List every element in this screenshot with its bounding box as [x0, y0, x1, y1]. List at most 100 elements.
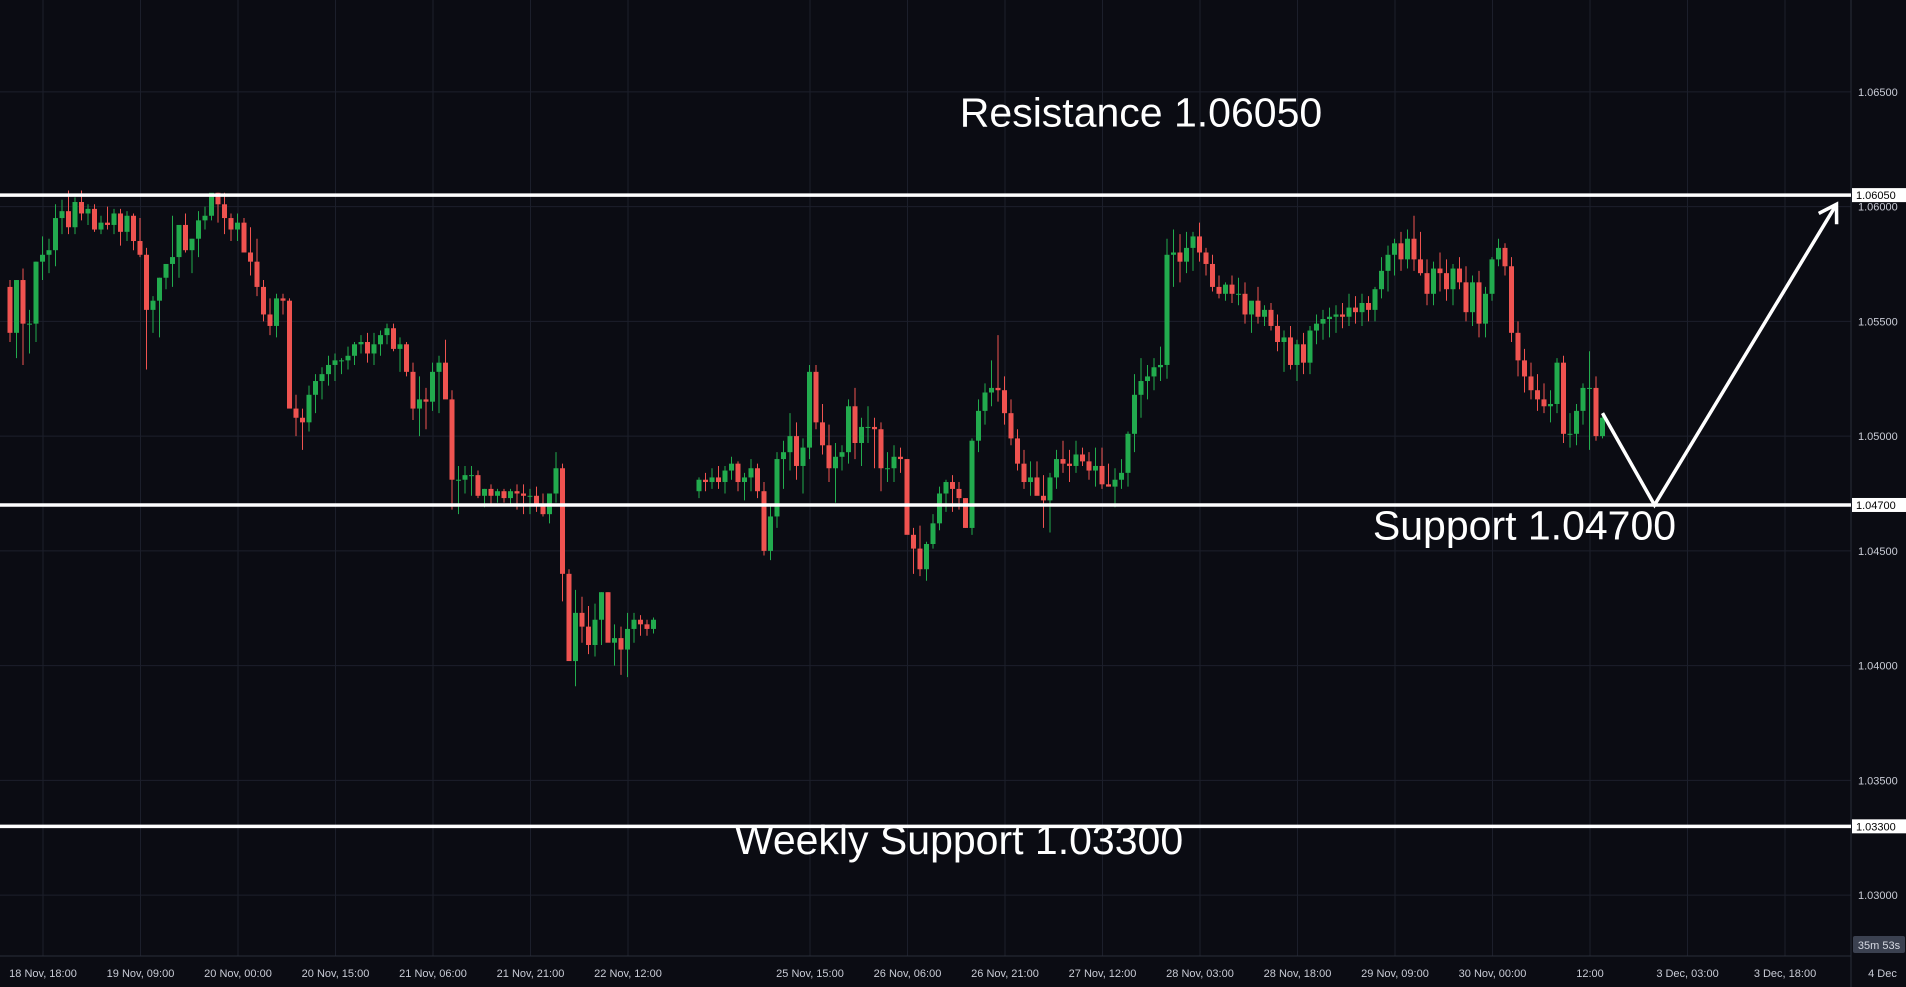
candle-up[interactable]: [865, 426, 871, 428]
candle-up[interactable]: [1125, 433, 1131, 473]
candle-up[interactable]: [326, 364, 331, 375]
candle-down[interactable]: [1041, 495, 1046, 501]
candle-down[interactable]: [1437, 268, 1443, 274]
candle-up[interactable]: [924, 543, 929, 570]
candle-up[interactable]: [1262, 309, 1267, 317]
candle-up[interactable]: [157, 277, 162, 301]
candle-down[interactable]: [1080, 454, 1085, 462]
candle-up[interactable]: [456, 479, 461, 481]
candle-down[interactable]: [443, 362, 448, 400]
candle-down[interactable]: [1229, 284, 1235, 294]
candle-down[interactable]: [183, 224, 188, 251]
candle-down[interactable]: [1366, 302, 1371, 310]
candle-up[interactable]: [631, 619, 637, 629]
candle-down[interactable]: [1268, 309, 1274, 326]
candle-down[interactable]: [1502, 247, 1508, 267]
candle-down[interactable]: [1177, 252, 1183, 262]
candle-up[interactable]: [1574, 410, 1579, 434]
candle-down[interactable]: [1593, 387, 1599, 437]
candle-down[interactable]: [7, 286, 13, 333]
candle-up[interactable]: [1580, 387, 1586, 411]
candle-up[interactable]: [527, 495, 533, 497]
candle-down[interactable]: [1086, 461, 1092, 471]
candle-down[interactable]: [1197, 236, 1202, 253]
candle-up[interactable]: [1489, 259, 1495, 294]
candle-down[interactable]: [1541, 399, 1547, 407]
candle-up[interactable]: [33, 261, 39, 324]
candle-up[interactable]: [274, 298, 279, 326]
candle-down[interactable]: [540, 504, 546, 515]
candle-up[interactable]: [709, 477, 715, 483]
candle-up[interactable]: [1567, 433, 1573, 435]
candle-down[interactable]: [1060, 459, 1066, 464]
candle-up[interactable]: [1392, 243, 1397, 255]
candle-up[interactable]: [14, 280, 19, 333]
candle-up[interactable]: [332, 360, 338, 365]
candle-up[interactable]: [943, 482, 949, 494]
candle-up[interactable]: [1119, 472, 1124, 480]
candle-up[interactable]: [345, 355, 351, 361]
candle-down[interactable]: [956, 488, 962, 499]
candle-up[interactable]: [371, 344, 377, 354]
candle-down[interactable]: [1015, 438, 1020, 464]
candle-up[interactable]: [1314, 323, 1319, 331]
candle-down[interactable]: [638, 619, 643, 625]
candle-up[interactable]: [599, 592, 604, 620]
candle-up[interactable]: [1151, 367, 1157, 377]
candle-up[interactable]: [768, 516, 773, 551]
candle-up[interactable]: [1587, 387, 1592, 389]
candle-down[interactable]: [826, 445, 832, 469]
candle-up[interactable]: [163, 263, 169, 278]
candle-up[interactable]: [976, 410, 981, 441]
candle-up[interactable]: [807, 371, 812, 448]
candle-up[interactable]: [235, 222, 240, 230]
candle-down[interactable]: [144, 254, 149, 310]
candle-up[interactable]: [1483, 293, 1488, 324]
candle-down[interactable]: [215, 192, 221, 205]
candle-down[interactable]: [1535, 390, 1540, 400]
candle-up[interactable]: [1405, 238, 1410, 260]
candle-down[interactable]: [644, 624, 650, 629]
candle-up[interactable]: [969, 440, 975, 528]
candle-up[interactable]: [1112, 479, 1118, 487]
candle-up[interactable]: [46, 250, 52, 255]
candle-up[interactable]: [339, 360, 344, 362]
candle-down[interactable]: [449, 399, 455, 480]
candle-down[interactable]: [1067, 463, 1072, 466]
candle-down[interactable]: [872, 426, 877, 430]
candle-up[interactable]: [170, 257, 175, 264]
candle-up[interactable]: [833, 456, 838, 469]
candle-up[interactable]: [482, 488, 487, 496]
candle-down[interactable]: [287, 300, 292, 409]
candle-up[interactable]: [696, 479, 702, 492]
candle-down[interactable]: [813, 371, 819, 423]
candle-down[interactable]: [566, 573, 572, 662]
candle-down[interactable]: [404, 344, 409, 372]
candle-up[interactable]: [859, 426, 864, 444]
candle-up[interactable]: [27, 323, 32, 325]
candle-down[interactable]: [1476, 282, 1482, 324]
candle-up[interactable]: [1047, 477, 1053, 501]
candle-down[interactable]: [1398, 243, 1404, 260]
candle-up[interactable]: [742, 477, 747, 483]
candle-down[interactable]: [716, 477, 721, 483]
candle-down[interactable]: [820, 422, 825, 446]
candle-up[interactable]: [1138, 381, 1144, 395]
candle-up[interactable]: [937, 493, 942, 524]
candle-up[interactable]: [436, 362, 442, 372]
candle-up[interactable]: [1333, 314, 1339, 317]
candle-up[interactable]: [378, 335, 383, 345]
candle-up[interactable]: [612, 638, 617, 643]
candle-down[interactable]: [911, 534, 916, 549]
candle-up[interactable]: [1496, 247, 1501, 260]
candle-down[interactable]: [1275, 325, 1280, 343]
candle-up[interactable]: [508, 491, 513, 499]
candle-up[interactable]: [1184, 247, 1189, 262]
candle-down[interactable]: [1106, 484, 1111, 487]
candle-up[interactable]: [625, 628, 630, 650]
candle-up[interactable]: [306, 394, 312, 423]
candle-down[interactable]: [904, 459, 910, 535]
candle-up[interactable]: [1450, 268, 1456, 290]
candle-up[interactable]: [891, 456, 897, 469]
